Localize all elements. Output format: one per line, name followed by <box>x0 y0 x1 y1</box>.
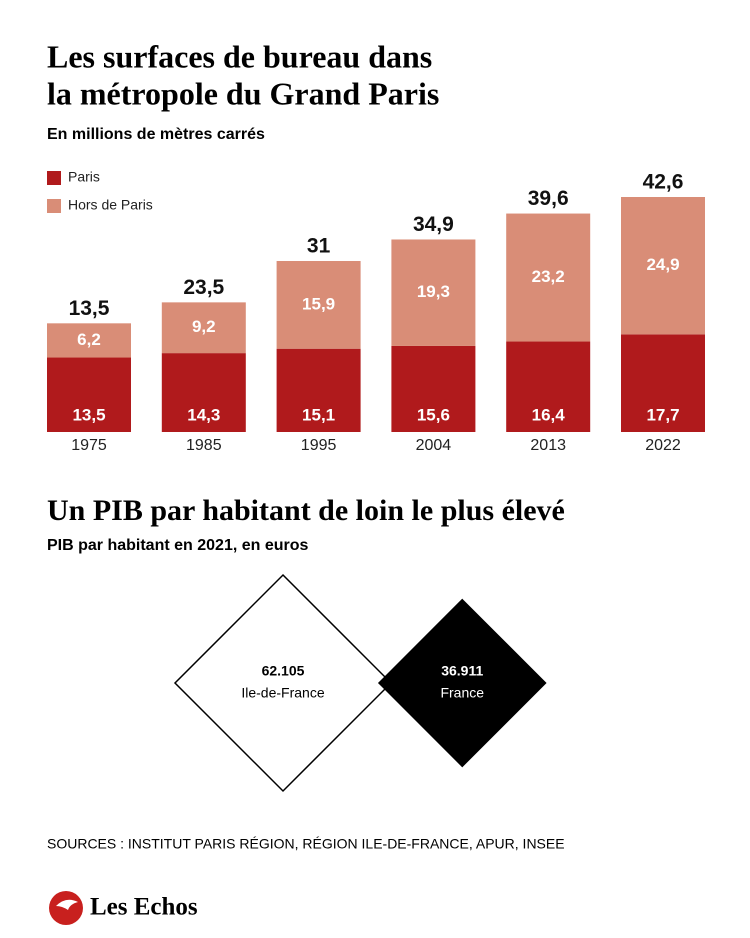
bar-segment <box>391 239 476 346</box>
bar-segment <box>47 323 131 358</box>
value-label: 17,7 <box>646 405 679 424</box>
value-label: 6,2 <box>77 330 101 349</box>
bar-segment <box>161 353 246 432</box>
chart-title: la métropole du Grand Paris <box>47 75 439 111</box>
category-label: Ile-de-France <box>241 685 324 701</box>
bar-segment <box>506 213 591 342</box>
x-tick-label: 1975 <box>71 437 107 454</box>
value-label: 16,4 <box>532 405 566 424</box>
diamond <box>173 573 393 793</box>
sources: SOURCES : INSTITUT PARIS RÉGION, RÉGION … <box>47 836 565 852</box>
bar-segment <box>391 345 476 432</box>
legend-label: Paris <box>68 169 100 185</box>
legend-swatch <box>47 199 61 213</box>
x-tick-label: 2022 <box>645 437 681 454</box>
x-tick-label: 2013 <box>530 437 566 454</box>
value-label: 15,1 <box>302 405 335 424</box>
diamond <box>377 598 547 768</box>
bar-segment <box>276 260 361 349</box>
legend-swatch <box>47 171 61 185</box>
x-tick-label: 2004 <box>416 437 452 454</box>
legend-label: Hors de Paris <box>68 197 153 213</box>
bar-segment <box>47 357 131 432</box>
category-label: France <box>440 685 484 701</box>
bar-segment <box>161 302 246 354</box>
value-label: 14,3 <box>187 405 220 424</box>
value-label: 15,9 <box>302 294 335 313</box>
logo: Les Echos <box>90 894 198 921</box>
total-label: 39,6 <box>528 187 569 210</box>
value-label: 13,5 <box>72 405 105 424</box>
logo-icon <box>56 899 78 910</box>
value-label: 15,6 <box>417 405 450 424</box>
value-label: 62.105 <box>262 663 305 679</box>
bar-segment <box>506 341 591 432</box>
bar-segment <box>621 197 705 335</box>
bar-segment <box>276 348 361 432</box>
chart-title: Les surfaces de bureau dans <box>47 38 432 74</box>
total-label: 31 <box>307 235 331 258</box>
total-label: 13,5 <box>69 297 110 320</box>
chart-title: Un PIB par habitant de loin le plus élev… <box>47 494 565 527</box>
value-label: 19,3 <box>417 282 450 301</box>
total-label: 34,9 <box>413 213 454 236</box>
total-label: 42,6 <box>643 171 684 194</box>
x-tick-label: 1995 <box>301 437 337 454</box>
x-tick-label: 1985 <box>186 437 222 454</box>
chart-subtitle: En millions de mètres carrés <box>47 126 265 143</box>
value-label: 24,9 <box>646 255 679 274</box>
chart-subtitle: PIB par habitant en 2021, en euros <box>47 537 309 554</box>
value-label: 36.911 <box>441 663 483 679</box>
value-label: 9,2 <box>192 317 216 336</box>
total-label: 23,5 <box>183 276 224 299</box>
value-label: 23,2 <box>532 267 565 286</box>
bar-segment <box>621 334 705 432</box>
